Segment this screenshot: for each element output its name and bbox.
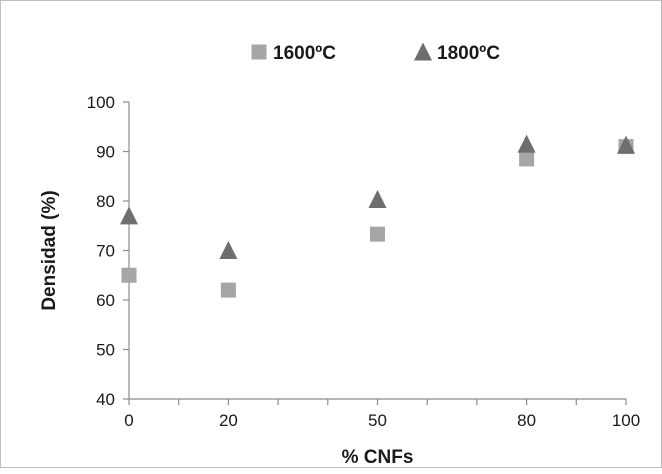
- y-tick-label: 70: [96, 242, 115, 261]
- tick-labels: 40 50 60 70 80 90 100 0 20 50 80 100: [87, 93, 641, 430]
- x-tick-label: 100: [612, 411, 640, 430]
- y-tick-label: 60: [96, 291, 115, 310]
- axes: [123, 101, 627, 405]
- data-point-triangle: [120, 206, 138, 225]
- legend: 1600ºC 1800ºC: [251, 42, 500, 64]
- y-tick-label: 50: [96, 341, 115, 360]
- x-tick-label: 80: [517, 411, 536, 430]
- data-points: [120, 134, 635, 298]
- x-tick-label: 50: [368, 411, 387, 430]
- y-axis-title: Densidad (%): [39, 190, 60, 310]
- data-point-triangle: [517, 134, 536, 153]
- y-tick-label: 40: [96, 390, 115, 409]
- y-tick-label: 100: [87, 93, 115, 112]
- data-point-square: [370, 226, 385, 242]
- legend-label: 1600ºC: [273, 43, 336, 64]
- data-point-square: [121, 267, 137, 283]
- x-tick-label: 0: [124, 411, 133, 430]
- legend-square-icon: [251, 44, 267, 60]
- y-tick-label: 80: [96, 192, 115, 211]
- data-point-square: [519, 151, 535, 167]
- x-tick-label: 20: [219, 411, 238, 430]
- data-point-triangle: [617, 135, 635, 154]
- legend-triangle-icon: [414, 42, 432, 61]
- data-point-triangle: [219, 241, 238, 259]
- x-axis-title: % CNFs: [342, 447, 414, 468]
- y-tick-label: 90: [96, 143, 115, 162]
- legend-label: 1800ºC: [437, 43, 500, 64]
- data-point-square: [220, 282, 236, 298]
- data-point-triangle: [368, 190, 387, 209]
